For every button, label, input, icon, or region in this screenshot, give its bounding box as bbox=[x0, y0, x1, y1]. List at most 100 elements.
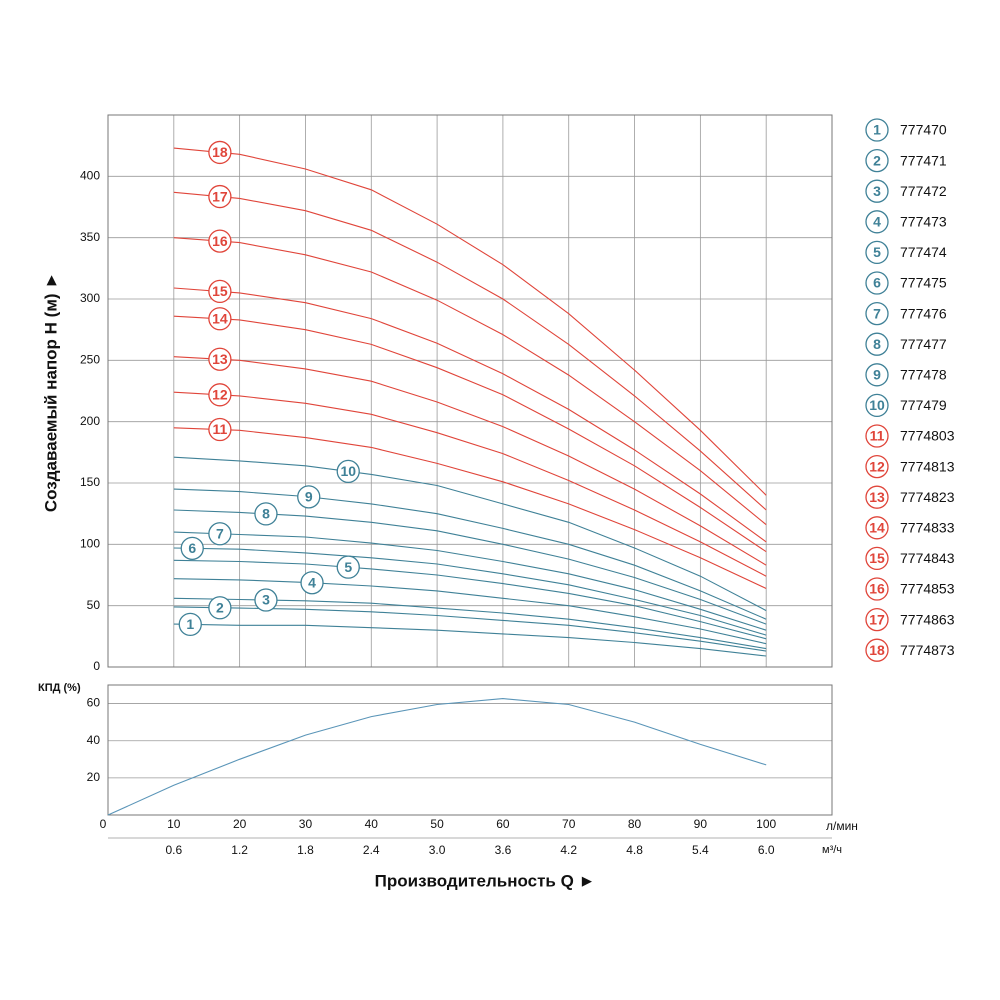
curve-badge-label: 9 bbox=[873, 367, 881, 383]
curve bbox=[173, 356, 767, 566]
curve-badge-label: 5 bbox=[873, 244, 881, 260]
curve-badge bbox=[865, 240, 889, 265]
curve-badge-label: 7 bbox=[873, 305, 881, 321]
curve-badge bbox=[865, 118, 889, 142]
x2-tick-label: 2.4 bbox=[363, 843, 380, 857]
curve-badge-label: 18 bbox=[212, 144, 228, 160]
curve bbox=[173, 578, 767, 645]
x2-tick-label: 1.2 bbox=[231, 843, 248, 857]
curve-badge bbox=[178, 612, 202, 637]
x-tick-label: 100 bbox=[756, 817, 776, 831]
curve-badge bbox=[865, 301, 889, 326]
curve bbox=[107, 698, 767, 816]
curve-badge-label: 1 bbox=[186, 616, 194, 632]
legend-label: 777479 bbox=[900, 397, 947, 413]
curve-badge bbox=[208, 184, 232, 209]
curve-badge bbox=[208, 417, 232, 442]
curve-badge-label: 10 bbox=[869, 397, 885, 413]
y-tick-label: 60 bbox=[87, 696, 101, 710]
x2-tick-label: 4.8 bbox=[626, 843, 643, 857]
y-tick-label: 400 bbox=[80, 169, 100, 183]
curve-badge bbox=[208, 347, 232, 371]
plot-frame bbox=[107, 684, 833, 816]
curve-badge-label: 4 bbox=[308, 574, 316, 590]
curve-badge-label: 10 bbox=[340, 463, 356, 479]
curve bbox=[173, 237, 767, 526]
legend-label: 777471 bbox=[900, 152, 947, 168]
curve-badge bbox=[865, 179, 889, 203]
curve-badge bbox=[865, 424, 889, 448]
x2-tick-label: 5.4 bbox=[692, 843, 709, 857]
curve-badge bbox=[865, 393, 889, 418]
curve-badge-label: 11 bbox=[212, 421, 227, 437]
y-tick-label: 150 bbox=[80, 475, 100, 489]
curve-badge bbox=[208, 307, 232, 331]
curve-badge-label: 6 bbox=[873, 275, 881, 291]
legend-label: 7774863 bbox=[900, 611, 955, 627]
curve-badge-label: 13 bbox=[212, 351, 228, 367]
legend-label: 777476 bbox=[900, 305, 947, 321]
curve-badge-label: 15 bbox=[212, 283, 228, 299]
curve-badge-label: 8 bbox=[873, 336, 881, 352]
curve-badge bbox=[208, 279, 232, 304]
curve-badge bbox=[865, 210, 889, 234]
legend-label: 777474 bbox=[900, 244, 947, 260]
curve-badge bbox=[865, 516, 889, 540]
curve bbox=[173, 559, 767, 640]
curve-badge bbox=[865, 546, 889, 571]
curve bbox=[173, 606, 767, 652]
y-tick-label: 200 bbox=[80, 414, 100, 428]
legend-label: 7774823 bbox=[900, 489, 955, 505]
curve-badge-label: 2 bbox=[216, 599, 224, 615]
curve-badge-label: 1 bbox=[873, 122, 881, 138]
curve-badge-label: 3 bbox=[873, 183, 881, 199]
curve-badge bbox=[865, 148, 889, 173]
curve-badge-label: 12 bbox=[212, 387, 228, 403]
legend-label: 7774843 bbox=[900, 550, 955, 566]
curve bbox=[173, 191, 767, 511]
curve-badge bbox=[208, 229, 232, 253]
x2-tick-label: 1.8 bbox=[297, 843, 314, 857]
curve-badge bbox=[208, 596, 232, 620]
legend-label: 777475 bbox=[900, 275, 947, 291]
y-tick-label: 100 bbox=[80, 537, 100, 551]
y-tick-label: 50 bbox=[87, 598, 101, 612]
x2-tick-label: 3.6 bbox=[495, 843, 512, 857]
legend-label: 7774833 bbox=[900, 520, 955, 536]
x-tick-label: 10 bbox=[167, 817, 181, 831]
curve-badge bbox=[865, 332, 889, 356]
curve-badge-label: 17 bbox=[869, 611, 885, 627]
legend-label: 7774803 bbox=[900, 428, 955, 444]
curve-badge-label: 11 bbox=[870, 428, 885, 444]
curve-badge-label: 14 bbox=[869, 520, 885, 536]
legend-label: 777472 bbox=[900, 183, 947, 199]
legend-label: 777470 bbox=[900, 122, 947, 138]
curve bbox=[173, 287, 767, 543]
x-tick-label: 60 bbox=[496, 817, 510, 831]
curve-badge bbox=[300, 571, 324, 595]
curve bbox=[173, 456, 767, 612]
curve-badge-label: 12 bbox=[869, 458, 885, 474]
x-tick-label: 0 bbox=[100, 817, 107, 831]
legend-label: 777473 bbox=[900, 214, 947, 230]
curve-badge-label: 4 bbox=[873, 214, 881, 230]
x-axis-title: Производительность Q ► bbox=[375, 871, 596, 890]
x-tick-label: 40 bbox=[365, 817, 379, 831]
curve bbox=[173, 315, 767, 553]
curve-badge-label: 2 bbox=[873, 152, 881, 168]
curve bbox=[173, 147, 767, 496]
x2-unit: м³/ч bbox=[822, 844, 842, 856]
y-tick-label: 40 bbox=[87, 733, 101, 747]
plot-frame bbox=[107, 114, 833, 668]
legend-label: 777477 bbox=[900, 336, 947, 352]
curve-badge-label: 8 bbox=[262, 506, 270, 522]
curve bbox=[173, 427, 767, 589]
curve bbox=[173, 547, 767, 636]
curve-badge bbox=[865, 485, 889, 509]
curve-badge-label: 17 bbox=[212, 188, 228, 204]
legend-label: 777478 bbox=[900, 367, 947, 383]
curve-badge-label: 16 bbox=[869, 581, 885, 597]
x-tick-label: 90 bbox=[694, 817, 708, 831]
curve bbox=[173, 488, 767, 620]
x2-tick-label: 6.0 bbox=[758, 843, 775, 857]
